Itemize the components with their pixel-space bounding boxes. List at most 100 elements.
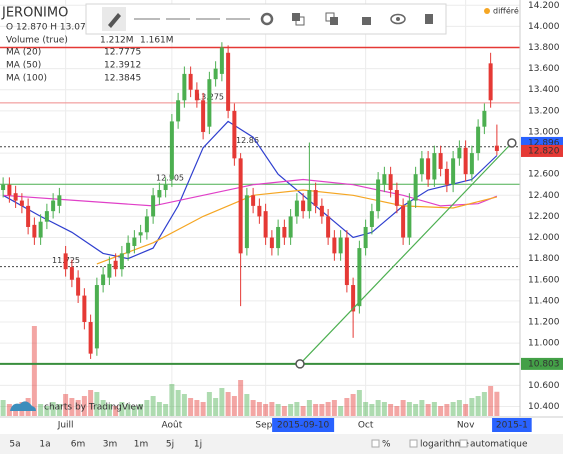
volume-bar [275,404,281,416]
candle-body [376,179,381,212]
candle-body [463,147,468,175]
delete-button[interactable] [425,14,433,24]
volume-bar [213,398,219,416]
volume-bar [94,392,100,416]
price-tag-label: 12.896 [528,138,560,148]
option-checkbox[interactable] [409,439,418,448]
candle-body [188,73,193,90]
candle-body [76,277,81,296]
price-tag-label: 12.820 [528,146,560,156]
ma-value: 12.3912 [104,61,141,71]
candle-body [63,253,68,270]
candle-body [132,237,137,246]
volume-bar [138,404,144,416]
candle-body [238,158,243,254]
volume-bar [200,402,206,416]
volume-bar [450,402,456,416]
option-label[interactable]: automatique [470,440,528,450]
candle-body [207,79,212,127]
time-marker-label: 2015-09-10 [277,421,330,431]
volume-bar [63,394,69,416]
status: différé [493,6,519,16]
plot-area: 13.27512.8612.50511.725 [0,0,520,417]
volume-bar [31,326,37,416]
candle-body [269,237,274,249]
range-button[interactable]: 6m [71,440,86,450]
candle-body [407,200,412,238]
volume-bar [394,406,400,416]
visibility-button[interactable] [390,13,406,25]
candle-body [282,226,287,238]
candle-body [176,100,181,122]
eye-icon [396,17,400,21]
candle-body [169,121,174,180]
range-button[interactable]: 1a [39,440,50,450]
volume-bar [219,388,225,416]
volume-bar [444,404,450,416]
volume-bar [300,406,306,416]
candle-body [494,145,499,151]
volume-bar [481,392,487,416]
candle-body [163,184,168,191]
range-button[interactable]: 1m [134,440,149,450]
candle-body [138,232,143,236]
y-tick-label: 11.200 [528,317,560,327]
candle-body [394,190,399,206]
option-checkbox[interactable] [459,439,468,448]
price-axis [520,0,563,417]
candle-body [19,200,24,206]
volume-bar [250,400,256,416]
volume-bar [131,406,137,416]
option-label[interactable]: logarithme [420,440,469,450]
range-button[interactable]: 5j [166,440,174,450]
volume-bar [431,402,437,416]
x-tick-label: Août [162,421,183,431]
y-tick-label: 13.800 [528,43,560,53]
range-button[interactable]: 3m [103,440,118,450]
ma-legend: MA (20) [6,48,41,58]
candle-body [57,195,62,206]
volume-value: 1.161M [140,36,174,46]
candle-body [382,174,387,185]
option-checkbox[interactable] [371,439,380,448]
y-tick-label: 13.600 [528,64,560,74]
candle-body [319,205,324,217]
candle-body [476,126,481,154]
option-label[interactable]: % [382,440,391,450]
volume-bar [81,396,87,416]
candle-body [419,158,424,175]
time-marker [492,418,532,432]
range-button[interactable]: 1j [194,440,202,450]
candle-body [26,205,31,227]
candle-body [344,237,349,286]
candle-body [313,190,318,206]
candle-body [201,100,206,132]
volume-bar [38,404,44,416]
candle-body [488,63,493,101]
candle-body [338,237,343,254]
candle-body [244,195,249,249]
trend-handle [507,138,517,148]
volume-bar [75,400,81,416]
lock-button[interactable] [362,17,371,25]
range-button[interactable]: 5a [9,440,20,450]
candle-body [326,216,331,238]
candle-body [276,226,281,249]
y-tick-label: 14.200 [528,1,560,11]
volume-bar [175,390,181,416]
candle-body [101,274,106,286]
y-tick-label: 13.000 [528,127,560,137]
volume-bar [350,394,356,416]
candle-body [107,263,112,278]
candle-body [307,190,312,212]
moving-average [3,178,498,207]
candle-body [69,267,74,280]
volume-bar [231,396,237,416]
overlays: JERONIMO O 12.870 H 13.07 Volume (true) … [1,3,519,413]
candle-body [294,200,299,217]
trend-line [299,142,513,365]
time-marker [272,418,335,432]
ma-legend: MA (50) [6,61,41,71]
candle-body [351,285,356,312]
settings-button[interactable] [260,12,274,26]
